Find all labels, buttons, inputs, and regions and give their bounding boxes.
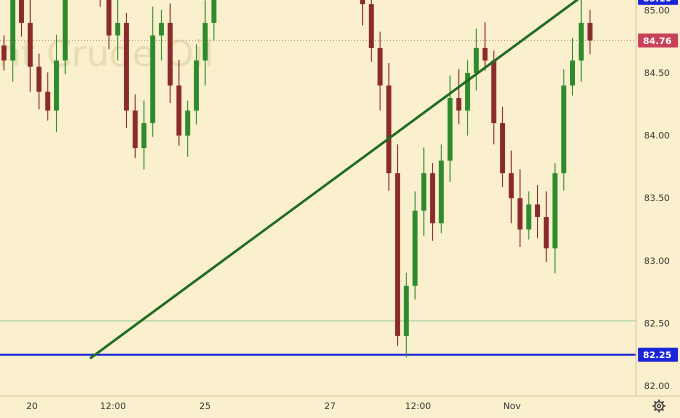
candle-body xyxy=(578,22,584,61)
candle-body xyxy=(517,198,523,230)
candle-body xyxy=(141,123,147,149)
candle-body xyxy=(508,173,514,199)
candle-body xyxy=(412,210,418,286)
time-tick-label: 12:00 xyxy=(405,402,431,412)
candle-body xyxy=(53,60,59,111)
y-tick-label: 84.50 xyxy=(644,69,670,79)
y-tick-label: 82.50 xyxy=(644,319,670,329)
candle-body xyxy=(36,66,42,92)
current-price-badge-text: 84.76 xyxy=(643,37,671,47)
y-tick-label: 83.00 xyxy=(644,257,670,267)
y-tick-label: 84.00 xyxy=(644,132,670,142)
price-badge-text: 85.10 xyxy=(643,0,671,4)
candle-body xyxy=(176,85,182,136)
price-badge-82.25 xyxy=(638,347,678,362)
watermark: nt Crude Oil xyxy=(0,34,214,75)
candle-body xyxy=(202,22,208,61)
candle-body xyxy=(106,0,112,36)
trendline[interactable] xyxy=(89,0,636,360)
candle-body xyxy=(360,0,366,5)
candle-body xyxy=(377,47,383,86)
candle-body xyxy=(10,0,16,61)
settings-gear-icon[interactable] xyxy=(652,399,666,413)
candle-body xyxy=(386,85,392,174)
candle-body xyxy=(150,35,156,124)
time-tick-label: 12:00 xyxy=(100,402,126,412)
candle-body xyxy=(482,47,488,61)
price-badge-85.10 xyxy=(638,0,678,5)
candle-body xyxy=(1,45,7,61)
candle-body xyxy=(123,22,129,111)
price-badge-text: 82.25 xyxy=(643,351,671,361)
candle-body xyxy=(535,204,541,217)
candle-body xyxy=(211,0,217,23)
time-tick-label: 25 xyxy=(199,402,210,412)
candle-body xyxy=(193,60,199,111)
candle-body xyxy=(552,173,558,249)
plot-background xyxy=(0,0,636,396)
candle-body xyxy=(456,98,462,111)
candle-body xyxy=(45,91,51,111)
time-tick-label: Nov xyxy=(503,402,521,412)
candle-body xyxy=(430,173,436,224)
candle-body xyxy=(368,4,374,48)
candle-body xyxy=(132,110,138,149)
candle-body xyxy=(543,216,549,249)
candle-body xyxy=(18,0,24,23)
candle-body xyxy=(438,160,444,224)
candle-body xyxy=(395,173,401,336)
candle-body xyxy=(403,285,409,336)
candle-body xyxy=(473,47,479,73)
candle-body xyxy=(447,98,453,161)
y-tick-label: 85.00 xyxy=(644,6,670,16)
candle-body xyxy=(158,22,164,36)
y-tick-label: 82.00 xyxy=(644,382,670,392)
candle-body xyxy=(587,22,593,41)
candle-body xyxy=(27,22,33,67)
candle-body xyxy=(561,85,567,174)
candle-body xyxy=(526,204,532,230)
candle-body xyxy=(465,73,471,111)
candle-body xyxy=(421,173,427,211)
candle-body xyxy=(62,0,68,61)
candle-body xyxy=(167,22,173,86)
candle-body xyxy=(500,123,506,174)
current-price-badge xyxy=(638,33,678,48)
time-tick-label: 20 xyxy=(26,402,38,412)
candle-body xyxy=(185,110,191,136)
candle-body xyxy=(491,60,497,124)
candle-body xyxy=(115,22,121,36)
y-tick-label: 83.50 xyxy=(644,194,670,204)
time-tick-label: 27 xyxy=(324,402,335,412)
candle-body xyxy=(570,60,576,86)
